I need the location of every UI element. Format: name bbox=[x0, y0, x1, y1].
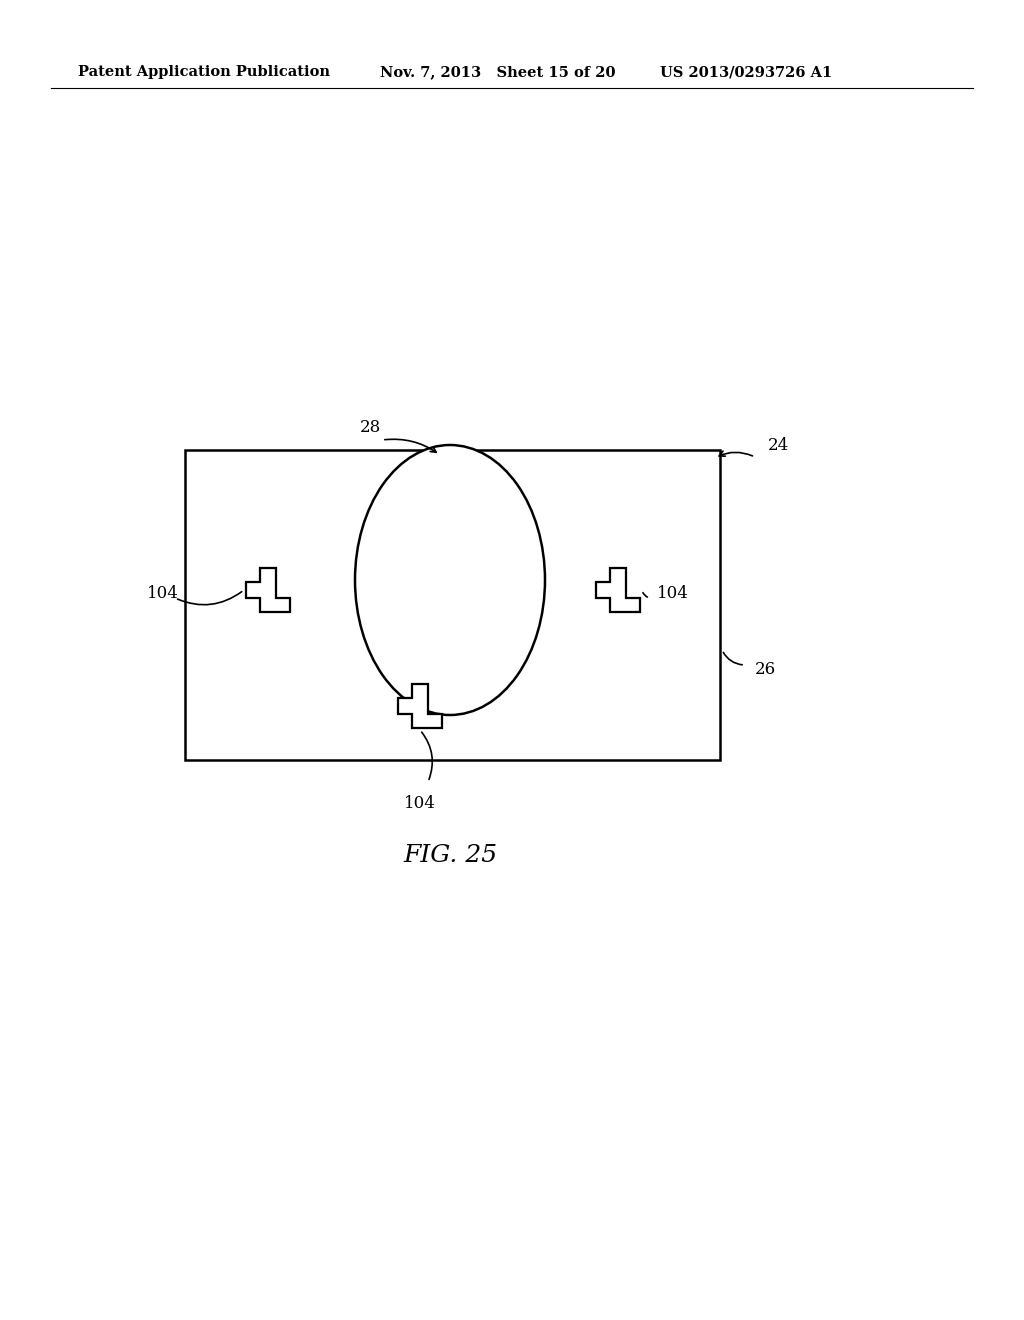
Text: 28: 28 bbox=[359, 420, 381, 437]
Ellipse shape bbox=[355, 445, 545, 715]
Polygon shape bbox=[398, 684, 442, 729]
Text: 24: 24 bbox=[768, 437, 790, 454]
Polygon shape bbox=[596, 568, 640, 612]
Text: Patent Application Publication: Patent Application Publication bbox=[78, 65, 330, 79]
Text: 104: 104 bbox=[147, 585, 179, 602]
Text: FIG. 25: FIG. 25 bbox=[402, 843, 497, 866]
Polygon shape bbox=[246, 568, 290, 612]
Text: US 2013/0293726 A1: US 2013/0293726 A1 bbox=[660, 65, 833, 79]
Text: 104: 104 bbox=[657, 585, 689, 602]
Text: 104: 104 bbox=[404, 795, 436, 812]
Text: Nov. 7, 2013   Sheet 15 of 20: Nov. 7, 2013 Sheet 15 of 20 bbox=[380, 65, 615, 79]
Bar bbox=[185, 450, 720, 760]
Text: 26: 26 bbox=[755, 661, 776, 678]
